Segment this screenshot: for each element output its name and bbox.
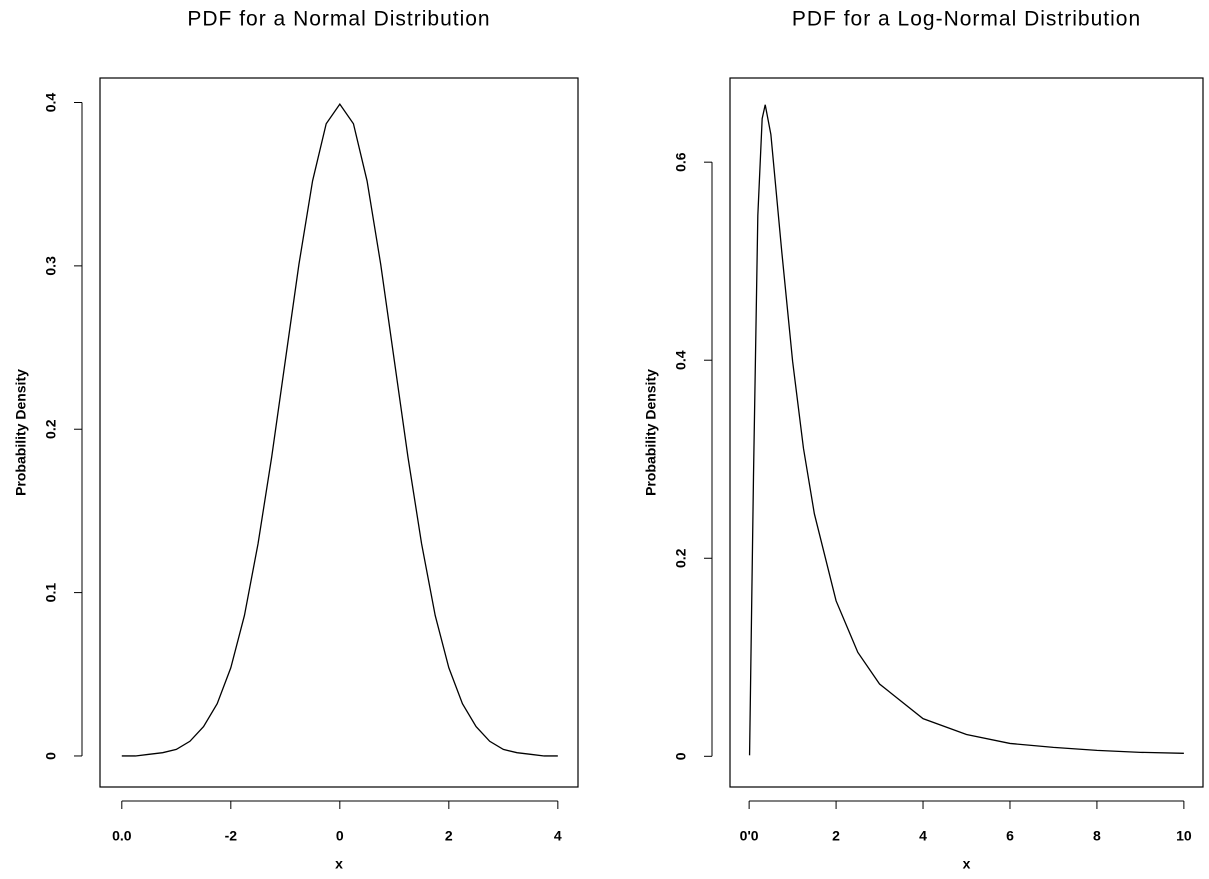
plot-frame xyxy=(729,77,1204,788)
x-axis-label: x xyxy=(963,856,971,872)
x-tick-label: 0'0 xyxy=(740,828,759,844)
x-tick-label: 10 xyxy=(1176,828,1192,844)
x-tick-label: 6 xyxy=(1006,828,1014,844)
y-tick-label: 0.6 xyxy=(673,152,689,172)
x-tick-label: 4 xyxy=(919,828,927,844)
chart-title: PDF for a Normal Distribution xyxy=(187,8,490,31)
line xyxy=(121,103,558,757)
y-tick-label: 0 xyxy=(43,752,59,760)
x-tick-label: 8 xyxy=(1093,828,1101,844)
y-tick-label: 0 xyxy=(673,752,689,760)
x-tick-label: -2 xyxy=(225,828,238,844)
x-tick-label: 0 xyxy=(336,828,344,844)
chart-title: PDF for a Log-Normal Distribution xyxy=(792,8,1141,31)
y-tick-label: 0.2 xyxy=(673,548,689,568)
x-tick-label: 0.0 xyxy=(112,828,132,844)
x-tick-label: 2 xyxy=(832,828,840,844)
y-tick-label: 0.4 xyxy=(43,93,59,113)
x-tick-label: 2 xyxy=(445,828,453,844)
x-tick-label: 4 xyxy=(554,828,562,844)
plot-frame xyxy=(99,77,579,788)
x-axis-label: x xyxy=(335,856,343,872)
y-tick-label: 0.2 xyxy=(43,419,59,439)
y-tick-label: 0.1 xyxy=(43,583,59,603)
line xyxy=(748,104,1184,756)
y-tick-label: 0.4 xyxy=(673,350,689,370)
y-axis-label: Probability Density xyxy=(643,369,659,496)
y-axis-label: Probability Density xyxy=(13,369,29,496)
y-tick-label: 0.3 xyxy=(43,256,59,276)
